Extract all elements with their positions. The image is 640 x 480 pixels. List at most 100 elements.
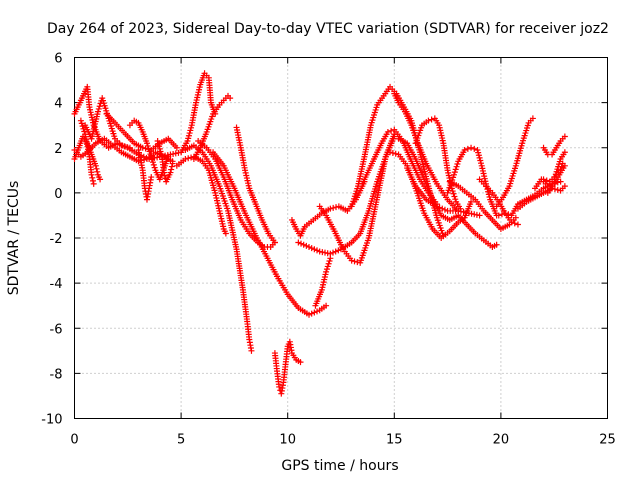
x-tick-label: 10	[279, 433, 296, 448]
x-axis-label: GPS time / hours	[281, 458, 398, 474]
data-point	[330, 204, 337, 211]
data-point	[145, 145, 152, 152]
data-point	[95, 105, 102, 112]
data-point	[449, 188, 456, 195]
series-16	[210, 149, 330, 318]
data-point	[276, 383, 283, 390]
y-tick-label: -10	[41, 413, 62, 428]
data-point	[167, 169, 174, 176]
x-tick-label: 20	[493, 433, 510, 448]
x-tick-label: 15	[386, 433, 403, 448]
data-point	[151, 164, 158, 171]
data-point	[148, 174, 155, 181]
data-point	[161, 172, 168, 179]
series-17	[312, 255, 334, 309]
y-tick-label: -2	[50, 232, 63, 247]
data-point	[450, 190, 457, 197]
data-point	[89, 177, 96, 184]
data-point	[557, 178, 564, 185]
data-point	[90, 180, 97, 187]
data-point	[335, 247, 342, 254]
data-point	[227, 95, 234, 102]
data-point	[498, 211, 505, 218]
y-tick-label: 4	[54, 97, 62, 112]
data-point	[529, 115, 536, 122]
data-point	[561, 149, 568, 156]
data-point	[188, 124, 195, 131]
data-point	[551, 186, 558, 193]
data-point	[126, 144, 133, 151]
data-point	[330, 249, 337, 256]
data-point	[314, 247, 321, 254]
series-4	[82, 95, 133, 151]
data-point	[474, 147, 481, 154]
data-point	[306, 244, 313, 251]
data-point	[475, 152, 482, 159]
data-point	[326, 258, 333, 265]
data-point	[453, 163, 460, 170]
y-tick-label: 2	[54, 142, 62, 157]
data-point	[505, 211, 512, 218]
data-point	[388, 127, 395, 134]
series-37	[540, 133, 568, 158]
data-point	[149, 159, 156, 166]
data-point	[303, 242, 310, 249]
series-33	[495, 178, 564, 219]
y-axis-label: SDTVAR / TECUs	[6, 181, 22, 296]
data-point	[387, 149, 394, 156]
data-point	[298, 240, 305, 247]
plot-frame	[74, 57, 608, 419]
series-13	[182, 142, 255, 354]
data-point	[514, 221, 521, 228]
data-point	[464, 145, 471, 152]
data-point	[77, 117, 84, 124]
data-point	[182, 156, 189, 163]
data-point	[143, 140, 150, 147]
data-point	[156, 145, 163, 152]
series-7	[126, 117, 172, 183]
data-point	[311, 246, 318, 253]
data-point	[222, 230, 229, 237]
data-point	[185, 155, 192, 162]
data-point	[477, 157, 484, 164]
data-point	[155, 140, 162, 147]
data-point	[332, 248, 339, 255]
y-tick-label: -4	[50, 277, 63, 292]
data-point	[157, 148, 164, 155]
data-point	[92, 162, 99, 169]
series-20	[316, 133, 398, 266]
series-8	[135, 147, 155, 203]
data-point	[144, 142, 151, 149]
data-point	[314, 308, 321, 315]
data-point	[468, 144, 475, 151]
data-point	[454, 160, 461, 167]
data-point	[146, 148, 153, 155]
data-point	[118, 142, 125, 149]
x-tick-label: 0	[70, 433, 78, 448]
data-point	[441, 206, 448, 213]
data-point	[428, 116, 435, 123]
data-point	[457, 205, 464, 212]
data-point	[297, 359, 304, 366]
data-point	[508, 219, 515, 226]
series-19	[288, 178, 368, 239]
data-point	[540, 176, 547, 183]
series-38	[544, 162, 568, 196]
data-point	[323, 268, 330, 275]
data-point	[554, 186, 561, 193]
data-point	[161, 169, 168, 176]
y-tick-label: -8	[50, 367, 63, 382]
data-point	[165, 153, 172, 160]
series-12	[173, 153, 229, 237]
data-point	[450, 171, 457, 178]
data-point	[471, 145, 478, 152]
data-point	[561, 133, 568, 140]
data-point	[325, 260, 332, 267]
data-point	[485, 191, 492, 198]
data-point	[324, 263, 331, 270]
data-point	[89, 174, 96, 181]
data-point	[154, 137, 161, 144]
data-point	[88, 171, 95, 178]
data-point	[93, 165, 100, 172]
